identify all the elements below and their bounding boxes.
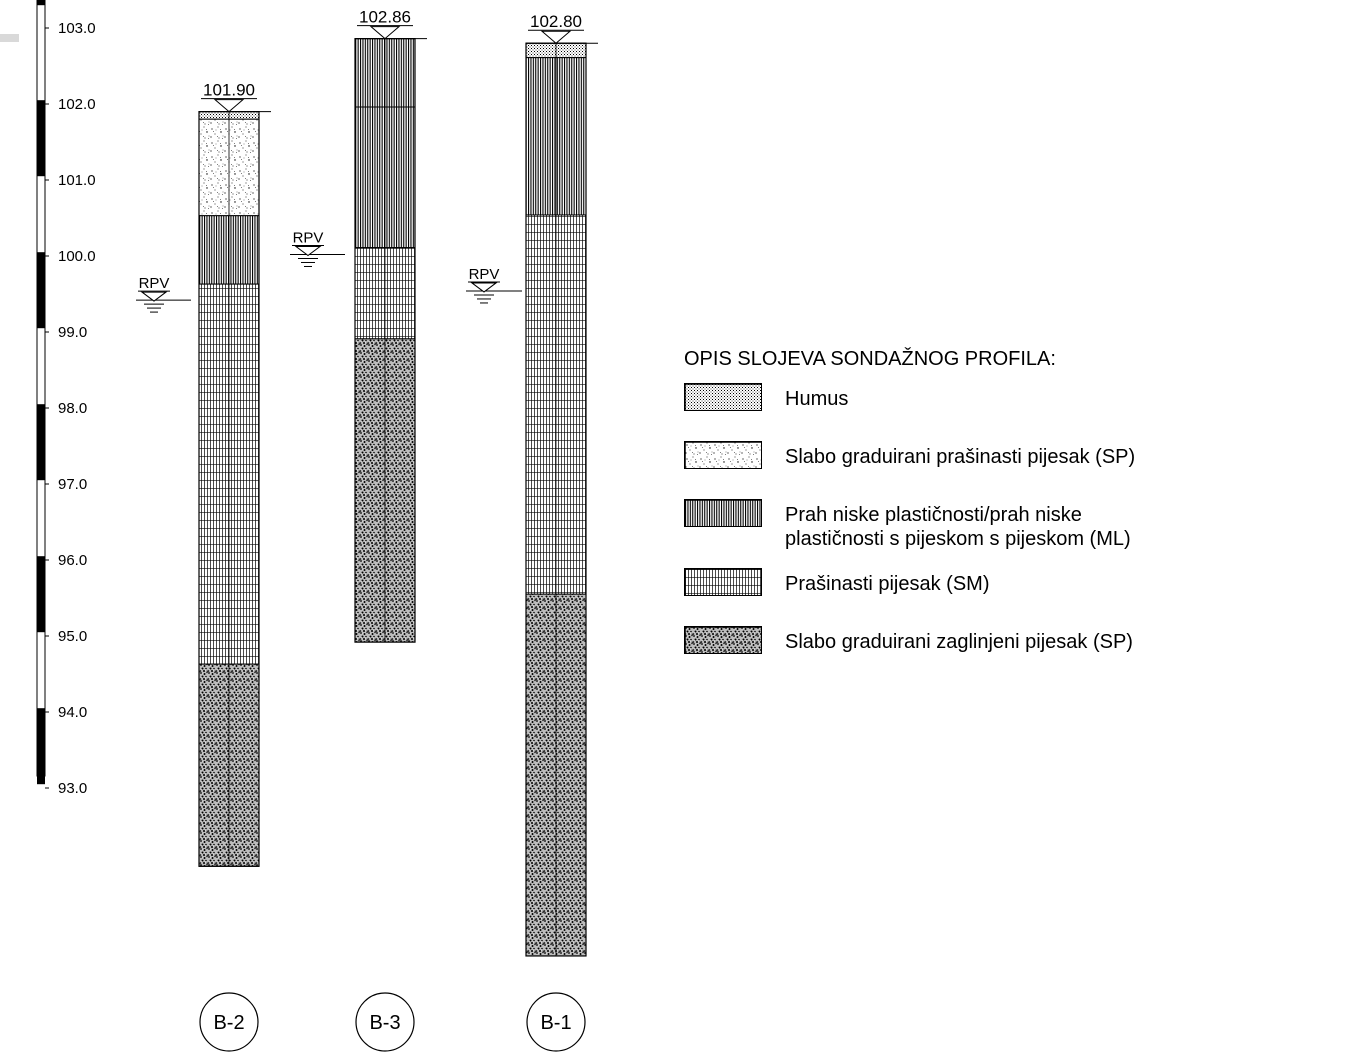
top-elevation-triangle: [213, 99, 245, 113]
scale-tick-label: 99.0: [58, 324, 87, 341]
legend-label: Prašinasti pijesak (SM): [785, 573, 990, 595]
legend-label: Prah niske plastičnosti/prah niske plast…: [785, 504, 1131, 550]
legend-label: Humus: [785, 388, 849, 410]
margin-mark: [0, 34, 19, 42]
borehole-id-label: B-1: [540, 1012, 571, 1034]
top-elevation-triangle: [369, 26, 401, 40]
legend: OPIS SLOJEVA SONDAŽNOG PROFILA: Humus Sl…: [684, 348, 1324, 684]
scale-tick-label: 94.0: [58, 704, 87, 721]
scale-tick-label: 98.0: [58, 400, 87, 417]
top-elevation-label: 102.86: [359, 8, 411, 27]
borehole-b-1: 102.80 RPV B-1: [466, 12, 598, 1052]
scale-band: [37, 404, 45, 481]
legend-item-ml: Prah niske plastičnosti/prah niske plast…: [684, 499, 1324, 568]
borehole-id-circle: [355, 992, 415, 1052]
top-elevation-label: 102.80: [530, 12, 582, 31]
legend-item-humus: Humus: [684, 383, 1324, 441]
water-level-label: RPV: [469, 266, 500, 283]
scale-band: [37, 252, 45, 329]
borehole-b-3: 102.86 RPV B-3: [290, 8, 427, 1052]
legend-item-sp-silty: Slabo graduirani prašinasti pijesak (SP): [684, 441, 1324, 499]
sm-swatch: [684, 568, 762, 596]
legend-item-sp-clayey: Slabo graduirani zaglinjeni pijesak (SP): [684, 626, 1324, 684]
borehole-id-circle: [199, 992, 259, 1052]
elevation-scale: 103.0 102.0 101.0 100.0 99.0 98.0 97.0 96.0 95.0…: [36, 0, 96, 797]
borehole-id-label: B-3: [369, 1012, 400, 1034]
scale-band: [37, 556, 45, 633]
legend-label: Slabo graduirani prašinasti pijesak (SP): [785, 446, 1136, 468]
scale-tick-label: 95.0: [58, 628, 87, 645]
scale-tick-label: 102.0: [58, 96, 96, 113]
ml-swatch: [684, 499, 762, 527]
scale-tick-label: 96.0: [58, 552, 87, 569]
water-level-triangle: [140, 291, 168, 302]
scale-tick-label: 101.0: [58, 172, 96, 189]
legend-title: OPIS SLOJEVA SONDAŽNOG PROFILA:: [684, 348, 1056, 370]
water-level-triangle: [470, 282, 498, 293]
scale-band: [37, 708, 45, 785]
borehole-b-2: 101.90 RPV B-2: [136, 81, 271, 1052]
sp-silty-swatch: [684, 441, 762, 469]
scale-tick-label: 100.0: [58, 248, 96, 265]
sp-clayey-swatch: [684, 626, 762, 654]
scale-tick-label: 93.0: [58, 780, 87, 797]
top-elevation-label: 101.90: [203, 81, 255, 100]
scale-band: [37, 0, 45, 6]
water-level-triangle: [294, 245, 322, 257]
water-level-label: RPV: [293, 229, 324, 246]
water-level-label: RPV: [139, 275, 170, 292]
top-elevation-triangle: [540, 30, 572, 44]
legend-item-sm: Prašinasti pijesak (SM): [684, 568, 1324, 626]
borehole-id-circle: [526, 992, 586, 1052]
borehole-columns: 101.90 RPV B-2 102.86 RPV B-3 102.80 RPV B-1: [136, 8, 598, 1052]
borehole-id-label: B-2: [213, 1012, 244, 1034]
scale-band: [37, 100, 45, 177]
humus-swatch: [684, 383, 762, 411]
scale-tick-label: 97.0: [58, 476, 87, 493]
scale-tick-label: 103.0: [58, 20, 96, 37]
legend-label: Slabo graduirani zaglinjeni pijesak (SP): [785, 631, 1133, 653]
